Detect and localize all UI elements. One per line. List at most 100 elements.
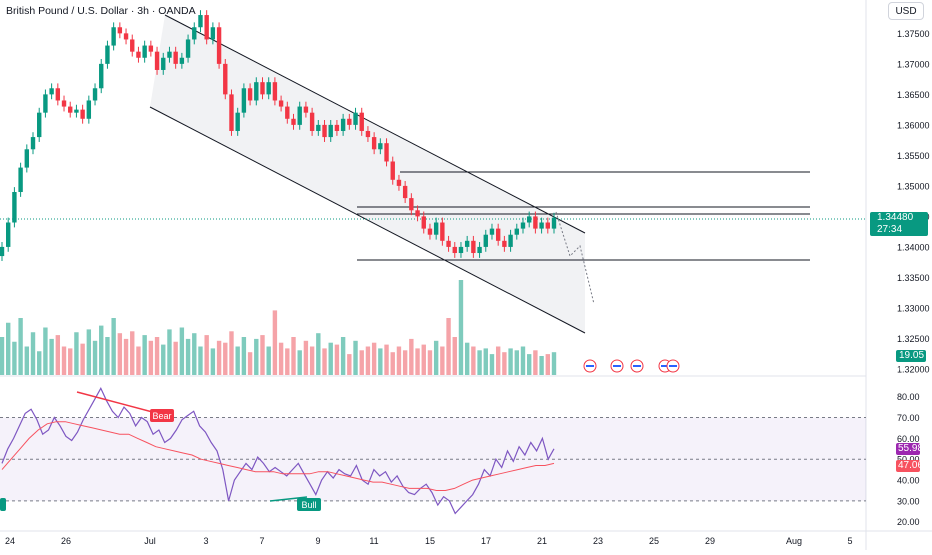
candle-body xyxy=(18,167,23,192)
volume-bar xyxy=(272,310,278,375)
candle-body xyxy=(390,161,395,180)
bull-label-box xyxy=(297,498,321,511)
volume-bar xyxy=(328,342,333,375)
price-tick-label: 1.37000 xyxy=(897,59,930,69)
time-tick-label: 3 xyxy=(203,536,208,546)
volume-bar xyxy=(123,338,129,375)
rsi-tick-label: 40.00 xyxy=(897,476,920,486)
volume-bar xyxy=(173,341,178,375)
time-tick-label: Aug xyxy=(786,536,802,546)
candle-body xyxy=(371,137,377,150)
candle-body xyxy=(148,45,154,52)
candle-body xyxy=(241,88,247,113)
volume-bar xyxy=(291,337,296,375)
candle-body xyxy=(328,124,333,138)
channel-fill xyxy=(150,15,585,333)
volume-bar xyxy=(229,331,234,375)
candle-body xyxy=(272,82,278,101)
candle-body xyxy=(43,94,48,113)
volume-bar xyxy=(477,350,482,375)
candle-body xyxy=(297,106,302,125)
candle-body xyxy=(502,240,507,247)
volume-bar xyxy=(111,318,116,375)
candle-body xyxy=(433,222,439,235)
time-tick-label: 21 xyxy=(537,536,547,546)
candle-body xyxy=(483,234,488,247)
candle-body xyxy=(161,57,166,70)
candle-body xyxy=(309,112,315,131)
candle-body xyxy=(533,216,538,229)
price-tick-label: 1.33000 xyxy=(897,303,930,313)
candle-body xyxy=(12,192,17,223)
volume-bar xyxy=(322,348,327,375)
economic-event-icon xyxy=(630,359,644,373)
volume-bar xyxy=(55,335,61,375)
candle-body xyxy=(278,100,284,107)
volume-bar xyxy=(30,332,36,375)
candle-body xyxy=(86,100,92,119)
volume-bar xyxy=(303,340,309,375)
volume-bar xyxy=(340,337,346,375)
volume-bar xyxy=(508,348,513,375)
bull-label: Bull xyxy=(301,500,316,510)
time-tick-label: 17 xyxy=(481,536,491,546)
candle-body xyxy=(99,63,104,89)
candle-body xyxy=(365,130,371,138)
candle-body xyxy=(402,185,408,199)
time-tick-label: 9 xyxy=(315,536,320,546)
price-tick-label: 1.32000 xyxy=(897,364,930,374)
volume-bar xyxy=(74,332,79,375)
candle-body xyxy=(384,143,389,162)
volume-bar xyxy=(409,338,414,375)
candle-body xyxy=(353,112,358,125)
price-tick-label: 1.36500 xyxy=(897,90,930,100)
candle-body xyxy=(291,118,296,125)
candle-body xyxy=(427,228,433,235)
candle-body xyxy=(551,217,557,229)
time-tick-label: 15 xyxy=(425,536,435,546)
price-tick-label: 1.36000 xyxy=(897,120,930,130)
volume-bar xyxy=(384,344,389,375)
volume-bar xyxy=(266,346,271,375)
volume-bar xyxy=(18,318,23,375)
volume-bar xyxy=(61,346,67,375)
rsi-tick-label: 20.00 xyxy=(897,517,920,527)
volume-bar xyxy=(235,346,240,375)
economic-event-icon xyxy=(610,359,624,373)
time-tick-label: 11 xyxy=(369,536,378,546)
candle-body xyxy=(136,51,141,58)
volume-bar xyxy=(37,351,42,375)
candle-body xyxy=(111,27,116,46)
candle-body xyxy=(508,234,513,247)
volume-bar xyxy=(489,354,495,375)
candle-body xyxy=(204,15,209,40)
volume-bar xyxy=(520,346,526,375)
price-tick-label: 1.32500 xyxy=(897,334,930,344)
candle-body xyxy=(409,198,414,211)
time-tick-label: Jul xyxy=(144,536,156,546)
volume-bar xyxy=(316,333,321,375)
volume-bar xyxy=(130,331,135,375)
candle-body xyxy=(266,82,271,95)
candle-body xyxy=(471,240,476,254)
volume-bar xyxy=(142,335,147,375)
volume-bar xyxy=(12,341,17,375)
candle-body xyxy=(37,112,42,138)
volume-bar xyxy=(533,350,538,375)
currency-button[interactable]: USD xyxy=(888,2,924,20)
volume-bar xyxy=(464,342,470,375)
candle-body xyxy=(539,222,544,229)
volume-bar xyxy=(210,348,216,375)
candle-body xyxy=(489,228,495,235)
candle-body xyxy=(247,88,253,101)
rsi-line xyxy=(1,386,555,515)
volume-bar xyxy=(421,344,426,375)
candle-body xyxy=(316,124,321,131)
volume-bar xyxy=(154,337,160,375)
candle-body xyxy=(24,149,30,168)
candle-body xyxy=(440,222,445,241)
time-tick-label: 5 xyxy=(847,536,852,546)
candle-body xyxy=(340,118,346,131)
